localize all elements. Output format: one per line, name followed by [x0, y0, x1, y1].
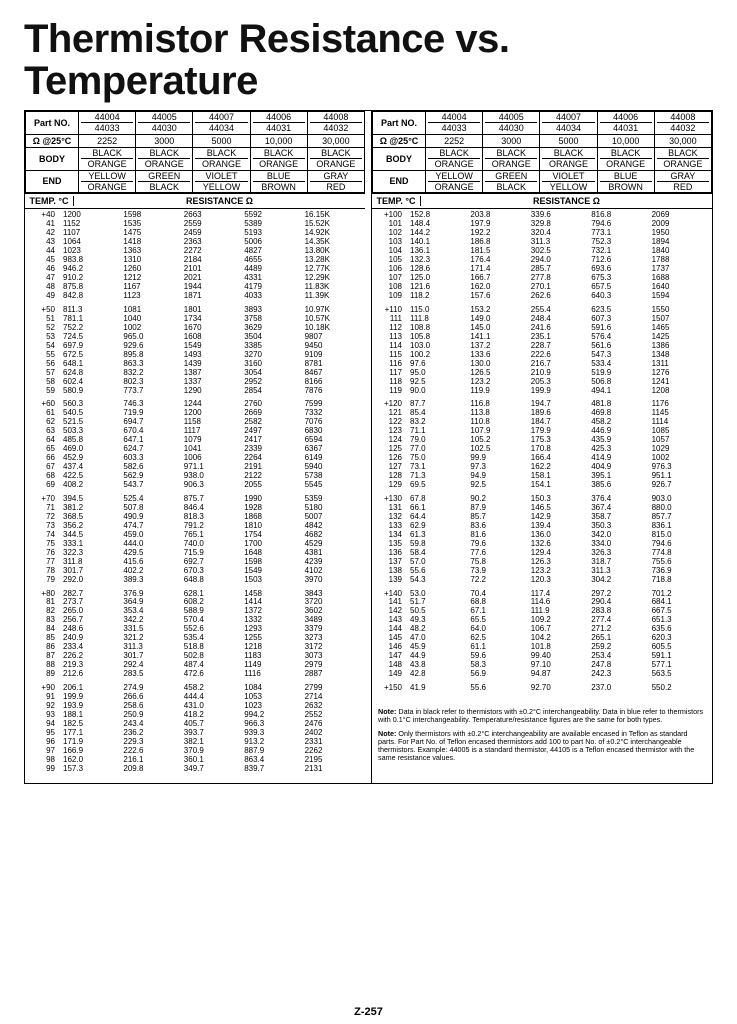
table-row: +15041.955.692.70237.0550.2 [374, 684, 710, 693]
end-label: END [26, 170, 79, 193]
table-row: 69408.2543.7906.320555545 [27, 481, 363, 490]
data-block: +100152.8203.8339.6816.82069101148.4197.… [372, 209, 712, 702]
body-label: BODY [373, 148, 426, 171]
body-label: BODY [26, 148, 79, 171]
header-block: Part NO.44004440334400544030440074403444… [372, 111, 712, 193]
table-row: 49842.811231871403311.39K [27, 292, 363, 301]
page-footer: Z-257 [0, 1006, 737, 1018]
end-label: END [373, 170, 426, 193]
ohm-label: Ω @25°C [26, 134, 79, 147]
partno-label: Part NO. [26, 112, 79, 135]
ohm-label: Ω @25°C [373, 134, 426, 147]
page-title: Thermistor Resistance vs. Temperature [24, 18, 713, 102]
table-row: 14942.856.994.87242.3563.5 [374, 670, 710, 679]
table-row: 89212.6283.5472.611162887 [27, 670, 363, 679]
column-subtitle: TEMP. °C RESISTANCE Ω [372, 193, 712, 209]
table-row: 59580.9773.7129028547876 [27, 387, 363, 396]
notes-block: Note: Data in black refer to thermistors… [372, 702, 712, 772]
table-row: 79292.0389.3648.815033970 [27, 576, 363, 585]
table-row: 12969.592.5154.1385.6926.7 [374, 481, 710, 490]
table-row: 11990.0119.9199.9494.11208 [374, 387, 710, 396]
column-subtitle: TEMP. °C RESISTANCE Ω [25, 193, 365, 209]
tables-container: Part NO.44004440334400544030440074403444… [24, 110, 713, 784]
data-block: +40120015982663559216.15K411152153525595… [25, 209, 365, 782]
partno-label: Part NO. [373, 112, 426, 135]
table-row: 13954.372.2120.3304.2718.8 [374, 576, 710, 585]
table-row: 109118.2157.6262.6640.31594 [374, 292, 710, 301]
header-block: Part NO.44004440334400544030440074403444… [25, 111, 365, 193]
table-row: 99157.3209.8349.7839.72131 [27, 765, 363, 774]
